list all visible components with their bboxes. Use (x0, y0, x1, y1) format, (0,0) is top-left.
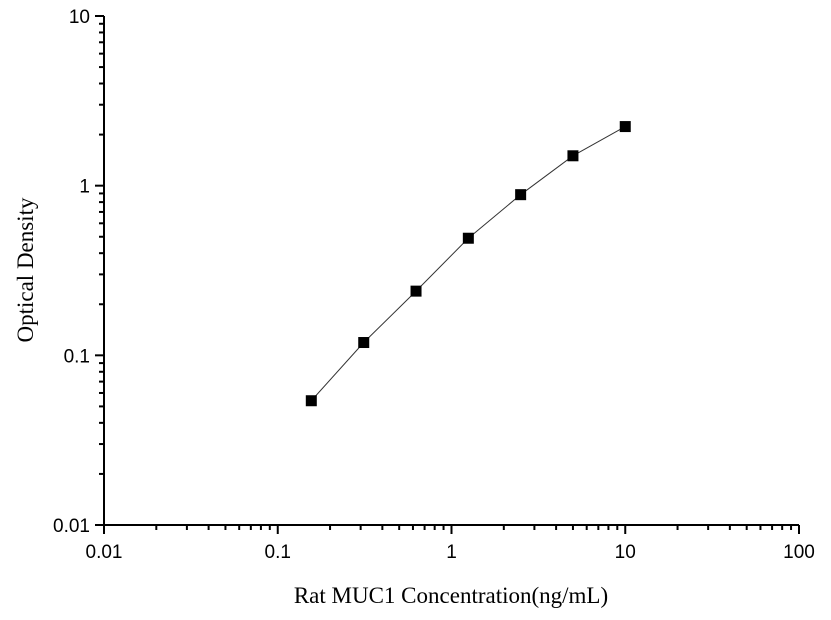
data-point (567, 150, 579, 162)
y-tick-label: 10 (69, 7, 90, 28)
x-axis-title: Rat MUC1 Concentration(ng/mL) (294, 583, 608, 608)
x-tick-label: 10 (615, 542, 636, 563)
y-axis-title: Optical Density (13, 197, 38, 342)
data-point (462, 232, 474, 244)
data-point (619, 121, 631, 133)
series-line (310, 126, 626, 402)
x-tick-label: 100 (783, 542, 815, 563)
x-tick-label: 1 (446, 542, 457, 563)
data-point (358, 337, 370, 349)
y-tick-label: 0.01 (53, 516, 90, 537)
y-tick-label: 0.1 (64, 346, 90, 367)
data-point (305, 395, 317, 407)
y-tick-label: 1 (79, 177, 90, 198)
data-point (515, 189, 527, 201)
data-point (410, 285, 422, 297)
series (305, 121, 631, 407)
x-tick-label: 0.1 (265, 542, 291, 563)
ticks: 0.01 0.1 1 10 100 0.01 0.1 1 10 (53, 7, 815, 563)
axes (103, 16, 799, 526)
x-tick-label: 0.01 (86, 542, 123, 563)
